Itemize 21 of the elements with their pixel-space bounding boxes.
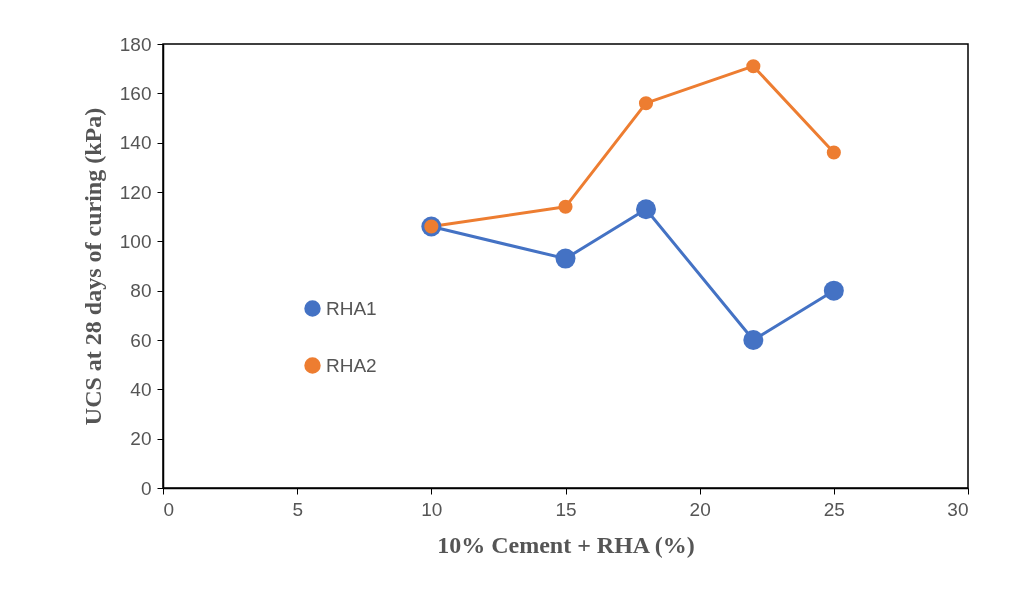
y-tick-label: 0	[140, 477, 152, 499]
y-axis-title: UCS at 28 days of curing (kPa)	[79, 107, 106, 426]
x-tick-label: 25	[823, 498, 845, 520]
x-tick-label: 10	[421, 498, 443, 520]
y-tick-label: 40	[130, 378, 152, 400]
x-tick-label: 30	[947, 498, 969, 520]
x-tick-label: 5	[292, 498, 303, 520]
y-tick-label: 20	[130, 428, 152, 450]
x-tick-label: 20	[689, 498, 711, 520]
y-tick-label: 100	[119, 230, 152, 252]
y-tick-label: 60	[130, 329, 152, 351]
legend-label: RHA2	[326, 354, 377, 376]
x-axis-title: 10% Cement + RHA (%)	[437, 531, 695, 558]
y-tick-label: 80	[130, 280, 152, 302]
y-tick-label: 160	[119, 82, 152, 104]
x-tick-label: 0	[163, 498, 175, 520]
x-tick-label: 15	[555, 498, 577, 520]
legend-label: RHA1	[326, 297, 377, 319]
y-tick-label: 140	[119, 132, 152, 154]
y-tick-label: 180	[119, 33, 152, 55]
y-tick-label: 120	[119, 181, 152, 203]
